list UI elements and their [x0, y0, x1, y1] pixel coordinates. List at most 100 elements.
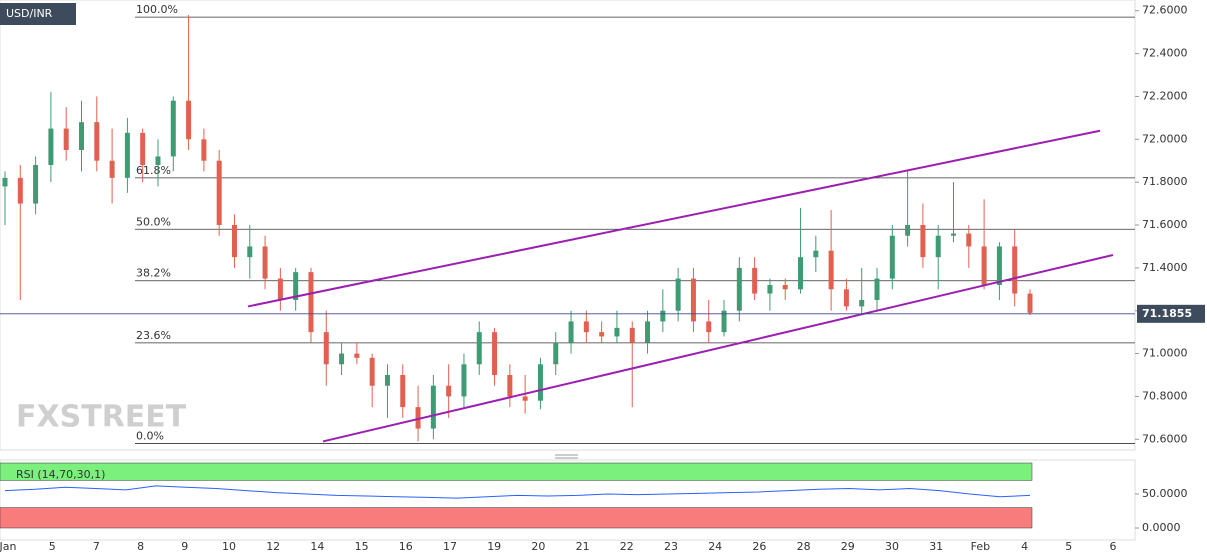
- candle-body: [568, 321, 574, 343]
- candle-body: [323, 332, 329, 365]
- x-tick-label: 20: [531, 540, 545, 553]
- last-price-label: 71.1855: [1142, 307, 1192, 320]
- fib-label: 61.8%: [136, 164, 171, 177]
- x-tick-label: 22: [620, 540, 634, 553]
- y-tick-label: 71.6000: [1142, 218, 1188, 231]
- x-tick-label: 10: [222, 540, 236, 553]
- x-tick-label: 5: [49, 540, 56, 553]
- candle-body: [48, 128, 54, 165]
- candle-body: [78, 122, 84, 150]
- x-tick-label: 21: [576, 540, 590, 553]
- candle-body: [94, 122, 100, 161]
- x-tick-label: 14: [310, 540, 324, 553]
- oversold-band: [0, 507, 1033, 529]
- candle-body: [859, 300, 865, 307]
- candle-body: [400, 375, 406, 408]
- candle-body: [216, 160, 222, 225]
- y-tick-label: 71.4000: [1142, 261, 1188, 274]
- candle-body: [996, 246, 1002, 285]
- candle-body: [645, 321, 651, 343]
- candle-body: [2, 177, 8, 187]
- watermark: FXSTREET: [16, 400, 187, 435]
- x-tick-label: 7: [93, 540, 100, 553]
- candle-body: [186, 100, 192, 140]
- candle-body: [231, 225, 237, 258]
- candle-body: [339, 353, 345, 365]
- candle-body: [828, 250, 834, 290]
- candle-body: [874, 278, 880, 300]
- y-tick-label: 71.8000: [1142, 175, 1188, 188]
- candle-body: [170, 100, 176, 157]
- x-tick-label: 23: [664, 540, 678, 553]
- candle-body: [124, 132, 130, 178]
- x-tick-label: 17: [443, 540, 457, 553]
- fib-label: 50.0%: [136, 215, 171, 228]
- candle-body: [155, 156, 161, 165]
- candle-body: [660, 310, 666, 322]
- candle-body: [507, 375, 513, 397]
- candle-body: [446, 385, 452, 397]
- candle-body: [583, 321, 589, 333]
- candle-body: [813, 250, 819, 258]
- candle-body: [522, 396, 528, 401]
- candle-body: [553, 342, 559, 365]
- candle-body: [247, 246, 253, 258]
- x-tick-label: Feb: [971, 540, 990, 553]
- candle-body: [369, 357, 375, 386]
- candle-body: [767, 285, 773, 294]
- candle-body: [476, 332, 482, 365]
- candle-body: [537, 364, 543, 401]
- candle-body: [63, 128, 69, 150]
- overbought-band: [0, 462, 1033, 481]
- x-tick-label: 19: [487, 540, 501, 553]
- candle-body: [752, 267, 758, 294]
- candle-body: [736, 267, 742, 311]
- last-price-box: [1137, 304, 1205, 323]
- candle-body: [201, 139, 207, 161]
- candle-body: [430, 385, 436, 429]
- candle-body: [905, 225, 911, 236]
- x-tick-label: 30: [885, 540, 899, 553]
- candle-body: [277, 278, 283, 300]
- y-tick-label: 71.0000: [1142, 347, 1188, 360]
- x-tick-label: 31: [929, 540, 943, 553]
- fib-label: 38.2%: [136, 267, 171, 280]
- x-tick-label: 6: [1110, 540, 1117, 553]
- x-tick-label: 8: [137, 540, 144, 553]
- candle-body: [384, 375, 390, 386]
- x-tick-label: 29: [841, 540, 855, 553]
- candle-body: [721, 310, 727, 333]
- fib-label: 100.0%: [136, 3, 178, 16]
- y-tick-label: 72.4000: [1142, 47, 1188, 60]
- candle-body: [966, 233, 972, 247]
- channel-line: [322, 254, 1114, 443]
- candle-body: [951, 233, 957, 236]
- y-tick-label: 72.6000: [1142, 4, 1188, 17]
- candle-body: [629, 327, 635, 343]
- y-tick-label: 70.6000: [1142, 432, 1188, 445]
- candle-body: [33, 165, 39, 204]
- x-tick-label: 16: [399, 540, 413, 553]
- x-tick-label: 15: [355, 540, 369, 553]
- candle-body: [981, 246, 987, 285]
- candle-body: [140, 132, 146, 165]
- candle-body: [782, 285, 788, 290]
- rsi-tick-label: 0.0000: [1142, 521, 1181, 534]
- candle-body: [920, 225, 926, 258]
- candle-body: [354, 353, 360, 358]
- candle-body: [492, 332, 498, 375]
- candle-body: [262, 246, 268, 279]
- candle-body: [109, 160, 115, 178]
- candle-body: [415, 407, 421, 429]
- channel-line: [247, 129, 1101, 308]
- x-tick-label: 5: [1065, 540, 1072, 553]
- fib-label: 23.6%: [136, 329, 171, 342]
- candle-body: [599, 332, 605, 337]
- candle-body: [293, 272, 299, 300]
- candle-body: [614, 327, 620, 337]
- candle-body: [461, 364, 467, 397]
- candle-body: [798, 257, 804, 290]
- x-tick-label: 26: [752, 540, 766, 553]
- candle-body: [1012, 246, 1018, 294]
